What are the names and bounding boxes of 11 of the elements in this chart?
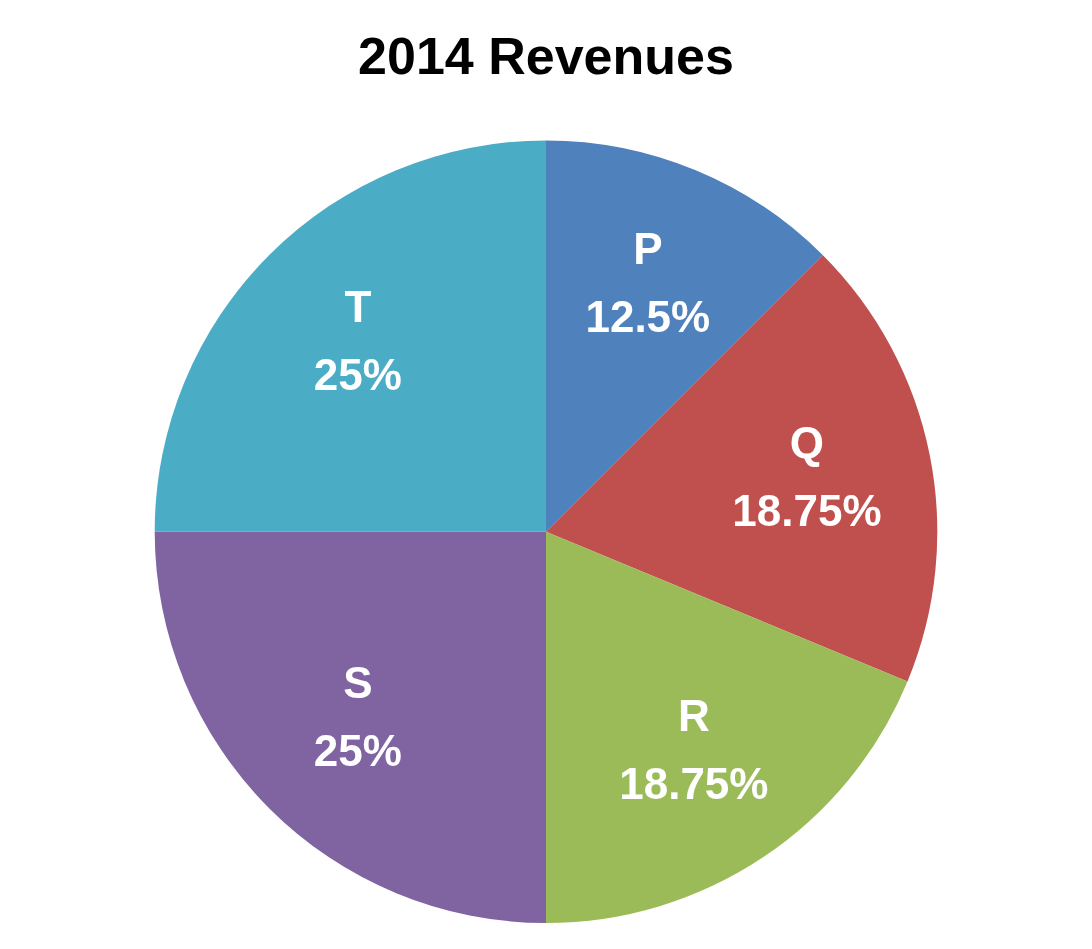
slice-label: P bbox=[633, 224, 663, 274]
slice-label: Q bbox=[789, 417, 825, 467]
data-label: 25% bbox=[313, 725, 402, 775]
slice-label: T bbox=[344, 281, 372, 331]
chart-title: 2014 Revenues bbox=[358, 26, 734, 85]
slice-label: R bbox=[677, 691, 710, 741]
data-label: 18.75% bbox=[619, 759, 769, 809]
slice-label: S bbox=[343, 657, 373, 707]
data-label: 18.75% bbox=[732, 485, 882, 535]
data-label: 25% bbox=[313, 349, 402, 399]
data-label: 12.5% bbox=[585, 292, 711, 342]
